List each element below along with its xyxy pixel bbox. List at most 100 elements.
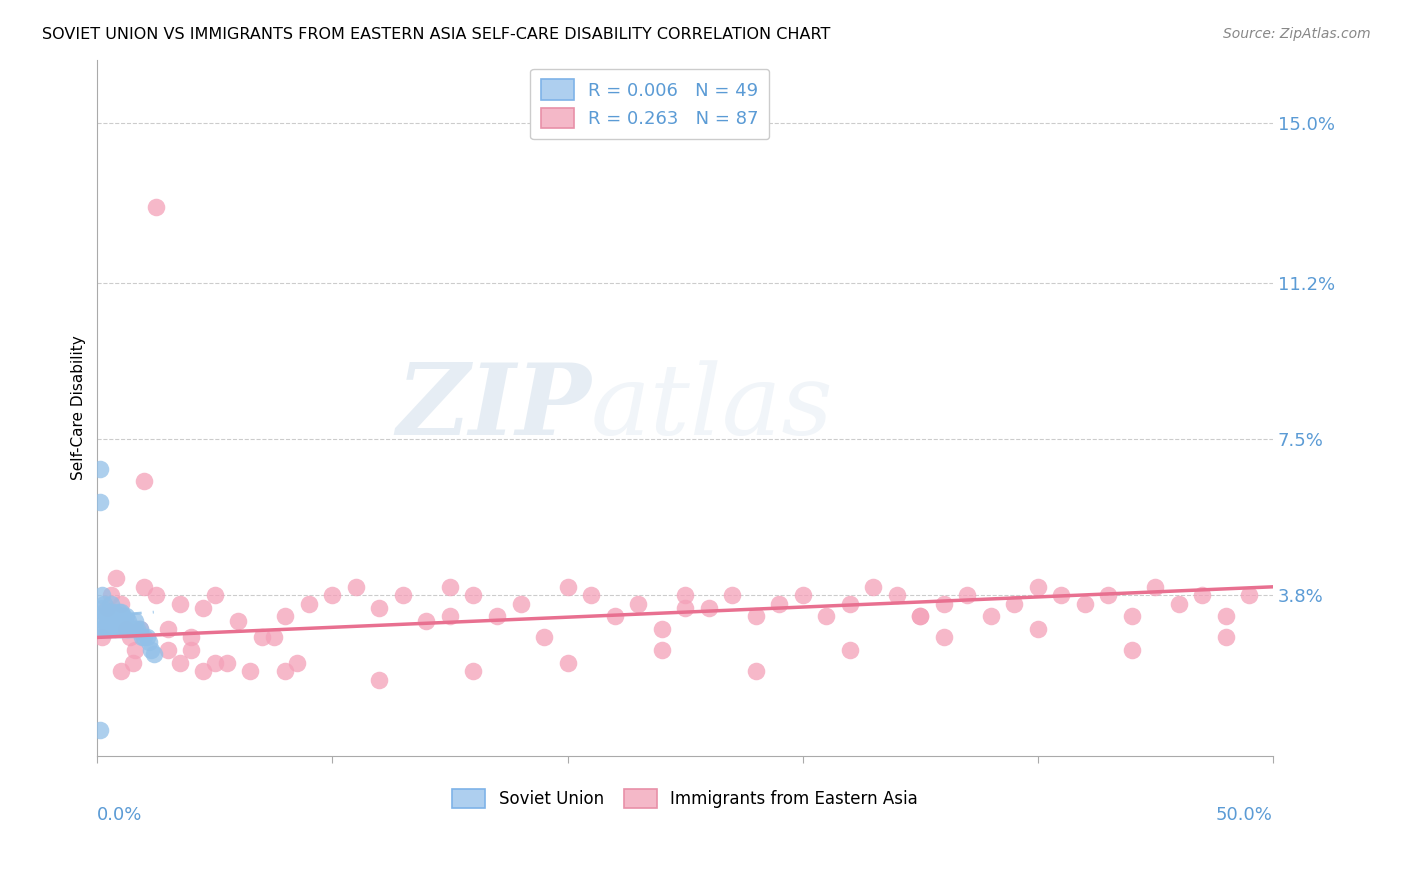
Point [114,609,136,624]
Point [96,609,118,624]
Text: atlas: atlas [591,359,834,455]
Point [838,597,860,611]
Point [815,609,838,624]
Point [673,588,696,602]
Point [124,614,146,628]
Point [485,609,508,624]
Point [169,656,191,670]
Point [1167,597,1189,611]
Point [509,597,531,611]
Point [138,634,160,648]
Text: 0.0%: 0.0% [97,806,143,824]
Point [127,622,149,636]
Point [89,495,111,509]
Point [744,664,766,678]
Point [1215,631,1237,645]
Point [145,588,167,602]
Point [100,609,122,624]
Point [792,588,814,602]
Point [239,664,262,678]
Point [156,622,179,636]
Point [285,656,308,670]
Point [89,723,111,738]
Point [439,609,461,624]
Point [1121,609,1143,624]
Point [114,622,136,636]
Point [298,597,321,611]
Point [180,643,202,657]
Point [228,614,250,628]
Point [135,631,157,645]
Point [131,631,153,645]
Point [110,622,132,636]
Point [368,601,391,615]
Point [117,614,139,628]
Point [463,588,485,602]
Point [93,622,115,636]
Point [191,601,214,615]
Point [191,664,214,678]
Point [89,461,111,475]
Point [105,622,128,636]
Point [1191,588,1213,602]
Point [368,673,391,687]
Point [1215,609,1237,624]
Point [110,605,132,619]
Point [128,622,150,636]
Point [579,588,602,602]
Point [908,609,931,624]
Point [134,631,156,645]
Point [105,571,128,585]
Point [93,605,115,619]
Point [721,588,744,602]
Point [124,643,146,657]
Point [103,609,125,624]
Point [156,643,179,657]
Point [120,622,142,636]
Point [98,622,121,636]
Point [439,580,461,594]
Point [533,631,555,645]
Point [932,631,955,645]
Point [651,622,673,636]
Point [204,656,226,670]
Point [838,643,860,657]
Point [932,597,955,611]
Point [204,588,226,602]
Point [180,631,202,645]
Point [321,588,343,602]
Point [124,622,146,636]
Point [103,622,125,636]
Point [91,609,114,624]
Point [128,622,150,636]
Point [250,631,273,645]
Point [96,622,118,636]
Point [603,609,626,624]
Point [1002,597,1025,611]
Point [1026,622,1049,636]
Point [112,609,135,624]
Point [105,609,128,624]
Point [91,588,114,602]
Point [1050,588,1073,602]
Point [112,622,135,636]
Point [96,601,118,615]
Point [263,631,285,645]
Point [91,631,114,645]
Point [107,622,129,636]
Point [1097,588,1119,602]
Point [98,614,121,628]
Point [557,580,579,594]
Point [98,605,121,619]
Point [91,601,114,615]
Point [862,580,884,594]
Point [107,605,129,619]
Point [344,580,367,594]
Point [1026,580,1049,594]
Point [415,614,437,628]
Text: Source: ZipAtlas.com: Source: ZipAtlas.com [1223,27,1371,41]
Point [392,588,415,602]
Text: ZIP: ZIP [396,359,591,456]
Text: SOVIET UNION VS IMMIGRANTS FROM EASTERN ASIA SELF-CARE DISABILITY CORRELATION CH: SOVIET UNION VS IMMIGRANTS FROM EASTERN … [42,27,831,42]
Point [215,656,238,670]
